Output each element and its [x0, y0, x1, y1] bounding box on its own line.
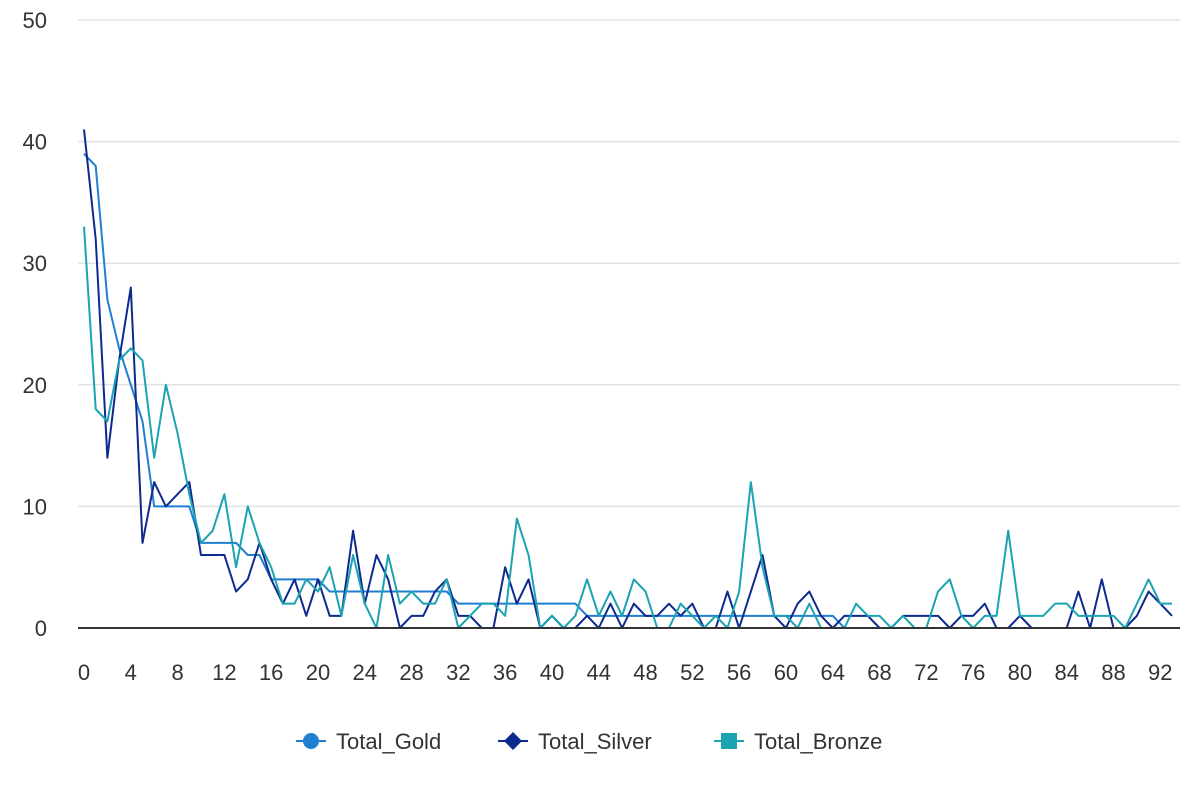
y-axis-ticks: 0 10 20 30 40 50 — [23, 8, 47, 641]
x-tick-label: 64 — [820, 660, 844, 685]
legend-label: Total_Silver — [538, 729, 652, 754]
legend-item-total-silver: Total_Silver — [498, 729, 652, 754]
x-tick-label: 12 — [212, 660, 236, 685]
x-tick-label: 56 — [727, 660, 751, 685]
series-line-total-bronze — [83, 226, 1172, 629]
x-tick-label: 0 — [78, 660, 90, 685]
y-tick-label: 0 — [35, 616, 47, 641]
y-tick-label: 40 — [23, 130, 47, 155]
x-tick-label: 80 — [1008, 660, 1032, 685]
x-axis-ticks: 0 4 8 12 16 20 24 28 32 36 40 44 48 52 56 60 64 68 72 76 80 8… — [78, 660, 1173, 685]
diamond-marker-icon — [504, 732, 522, 750]
x-tick-label: 4 — [125, 660, 137, 685]
x-tick-label: 76 — [961, 660, 985, 685]
x-tick-label: 60 — [774, 660, 798, 685]
x-tick-label: 16 — [259, 660, 283, 685]
x-tick-label: 32 — [446, 660, 470, 685]
y-tick-label: 30 — [23, 251, 47, 276]
legend-item-total-bronze: Total_Bronze — [714, 729, 882, 754]
x-tick-label: 24 — [353, 660, 377, 685]
y-tick-label: 20 — [23, 373, 47, 398]
x-tick-label: 52 — [680, 660, 704, 685]
x-tick-label: 68 — [867, 660, 891, 685]
x-tick-label: 48 — [633, 660, 657, 685]
square-marker-icon — [721, 733, 737, 749]
x-tick-label: 92 — [1148, 660, 1172, 685]
series-line-total-gold — [83, 153, 1172, 629]
legend-label: Total_Bronze — [754, 729, 882, 754]
y-tick-label: 10 — [23, 494, 47, 519]
x-tick-label: 40 — [540, 660, 564, 685]
grid-layer — [78, 19, 1180, 508]
x-tick-label: 44 — [587, 660, 611, 685]
x-tick-label: 28 — [399, 660, 423, 685]
legend: Total_Gold Total_Silver Total_Bronze — [296, 729, 882, 754]
x-tick-label: 84 — [1054, 660, 1078, 685]
y-tick-label: 50 — [23, 8, 47, 33]
x-tick-label: 72 — [914, 660, 938, 685]
x-tick-label: 8 — [171, 660, 183, 685]
x-tick-label: 36 — [493, 660, 517, 685]
series-layer — [83, 129, 1173, 629]
x-tick-label: 20 — [306, 660, 330, 685]
x-tick-label: 88 — [1101, 660, 1125, 685]
legend-label: Total_Gold — [336, 729, 441, 754]
circle-marker-icon — [303, 733, 319, 749]
legend-item-total-gold: Total_Gold — [296, 729, 441, 754]
